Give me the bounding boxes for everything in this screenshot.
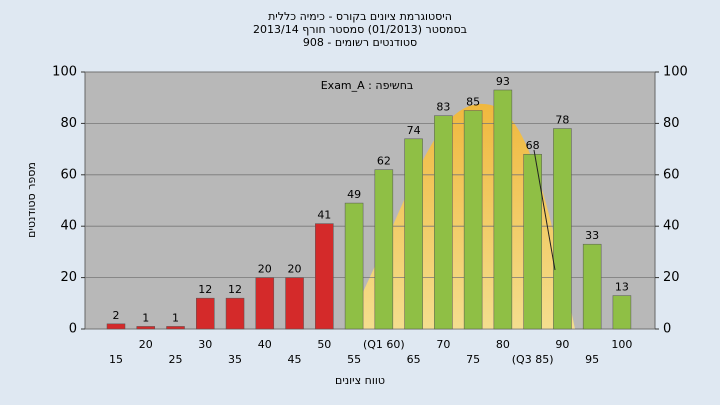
bar — [255, 277, 275, 330]
y2-tick-label: 100 — [663, 65, 688, 80]
x-tick-label: 80 — [496, 338, 510, 351]
y-tick-label: 0 — [69, 322, 77, 337]
bar — [404, 138, 423, 330]
chart-subtitle: בסמסטר (01/2013) סמסטר חורף 2013/14 — [253, 23, 467, 36]
bar — [612, 295, 632, 330]
bar — [315, 223, 334, 330]
value-label: 13 — [615, 281, 629, 294]
x-tick-label: 65 — [407, 353, 421, 366]
x-tick-label: 90 — [555, 338, 569, 351]
x-tick-label: (Q1 60) — [363, 338, 405, 351]
value-label: 74 — [407, 124, 421, 137]
bar — [225, 297, 245, 330]
value-label: 62 — [377, 155, 391, 168]
x-tick-label: 15 — [109, 353, 123, 366]
x-tick-label: 50 — [317, 338, 331, 351]
x-tick-label: (Q3 85) — [512, 353, 554, 366]
bar — [553, 128, 572, 330]
y-tick-label: 20 — [60, 270, 77, 285]
y-tick-label: 100 — [52, 65, 77, 80]
distribution-area — [345, 103, 575, 330]
x-tick-label: 45 — [288, 353, 302, 366]
value-label: 20 — [258, 263, 272, 276]
y2-tick-label: 60 — [663, 167, 680, 182]
value-label: 20 — [288, 263, 302, 276]
x-tick-label: 95 — [585, 353, 599, 366]
bar — [196, 297, 215, 330]
value-label: 78 — [555, 114, 569, 127]
y2-tick-label: 20 — [663, 270, 680, 285]
bar — [285, 277, 304, 330]
bar — [523, 153, 542, 330]
value-label: 12 — [198, 283, 212, 296]
x-tick-label: 25 — [169, 353, 183, 366]
x-tick-label: 55 — [347, 353, 361, 366]
value-label: 12 — [228, 283, 242, 296]
x-tick-label: 30 — [198, 338, 212, 351]
x-tick-label: 35 — [228, 353, 242, 366]
value-label: 85 — [466, 96, 480, 109]
y2-tick-label: 80 — [663, 116, 680, 131]
value-label: 2 — [113, 309, 120, 322]
value-label: 33 — [585, 229, 599, 242]
bar — [136, 326, 156, 330]
x-tick-label: 75 — [466, 353, 480, 366]
bar — [166, 326, 185, 330]
bar — [344, 202, 364, 330]
bar — [434, 115, 453, 330]
bar — [582, 243, 602, 330]
bar — [106, 323, 126, 330]
value-label: 41 — [317, 209, 331, 222]
bar — [493, 89, 513, 330]
value-label: 1 — [142, 311, 149, 324]
trend-line — [533, 149, 556, 271]
value-label: 68 — [526, 139, 540, 152]
bar — [463, 110, 483, 330]
x-tick-label: 100 — [611, 338, 632, 351]
y-axis-label: מספר סטודנטים — [25, 162, 38, 238]
x-tick-label: 20 — [139, 338, 153, 351]
value-label: 93 — [496, 75, 510, 88]
bar — [374, 169, 394, 330]
y2-tick-label: 0 — [663, 322, 671, 337]
annotation: בחשיפה : Exam_A — [321, 79, 414, 92]
y2-tick-label: 40 — [663, 219, 680, 234]
x-tick-label: 70 — [436, 338, 450, 351]
value-label: 1 — [172, 311, 179, 324]
y-tick-label: 60 — [60, 167, 77, 182]
x-axis-label: טווח ציונים — [335, 374, 385, 387]
chart-subtitle: סטודנטים רשומים - 908 — [303, 36, 417, 49]
value-label: 83 — [436, 101, 450, 114]
value-label: 49 — [347, 188, 361, 201]
x-tick-label: 40 — [258, 338, 272, 351]
y-tick-label: 40 — [60, 219, 77, 234]
chart-title: היסטוגרמת ציונים בקורס - כימיה כללית — [268, 10, 452, 23]
y-tick-label: 80 — [60, 116, 77, 131]
